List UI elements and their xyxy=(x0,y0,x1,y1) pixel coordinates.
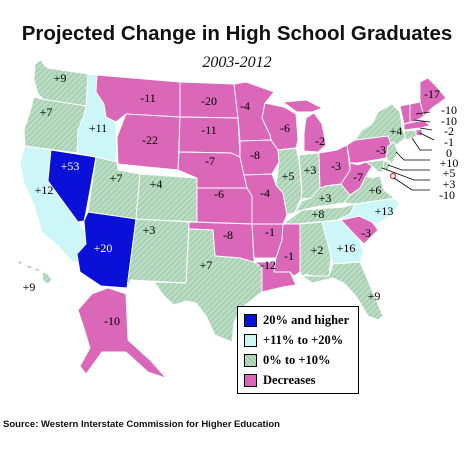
state-ct xyxy=(403,129,417,141)
legend-swatch-mid xyxy=(244,334,257,347)
state-co xyxy=(135,173,198,223)
state-value-ny: +4 xyxy=(390,124,403,138)
state-value-nj: +10 xyxy=(440,156,459,170)
map-title: Projected Change in High School Graduate… xyxy=(21,22,453,45)
state-value-ks: -6 xyxy=(214,187,224,201)
legend-swatch-high xyxy=(244,314,257,327)
state-value-me: -17 xyxy=(424,87,440,101)
state-value-ga: +16 xyxy=(337,241,356,255)
state-value-oh: -3 xyxy=(331,159,341,173)
legend-label-high: 20% and higher xyxy=(263,313,350,327)
state-value-mn: -4 xyxy=(240,99,250,113)
state-wy xyxy=(116,113,181,171)
legend-label-mid: +11% to +20% xyxy=(263,333,344,347)
state-il xyxy=(275,147,303,216)
state-value-nm: +3 xyxy=(143,223,156,237)
state-value-nd: -20 xyxy=(201,94,217,108)
state-fl xyxy=(301,261,384,321)
state-md xyxy=(357,159,385,173)
state-value-nh: -10 xyxy=(441,114,457,128)
state-value-la: -12 xyxy=(260,258,276,272)
state-ak xyxy=(77,287,167,379)
legend-label-low: 0% to +10% xyxy=(263,353,331,367)
state-or xyxy=(23,96,87,154)
state-value-va: +6 xyxy=(369,183,382,197)
legend-swatch-dec xyxy=(244,374,257,387)
legend-item-dec: Decreases xyxy=(244,373,356,389)
legend-label-dec: Decreases xyxy=(263,373,316,387)
state-ri xyxy=(415,128,423,137)
state-value-hi: +9 xyxy=(23,280,36,294)
state-value-ky: +3 xyxy=(319,191,332,205)
state-value-wy: -22 xyxy=(142,133,158,147)
state-nj xyxy=(385,141,399,165)
state-value-tx: +7 xyxy=(200,258,213,272)
state-value-nv: +53 xyxy=(61,159,80,173)
callout-leader-lines xyxy=(381,111,435,191)
state-value-al: +2 xyxy=(311,243,324,257)
legend-item-low: 0% to +10% xyxy=(244,353,356,369)
state-value-ut: +7 xyxy=(110,171,123,185)
state-value-or: +7 xyxy=(40,105,53,119)
state-value-sd: -11 xyxy=(201,123,217,137)
state-value-wv: -7 xyxy=(353,170,363,184)
map-subtitle: 2003-2012 xyxy=(202,54,272,71)
state-value-mo: -4 xyxy=(260,186,270,200)
state-value-nc: +13 xyxy=(375,204,394,218)
map-legend: 20% and higher +11% to +20% 0% to +10% D… xyxy=(237,306,359,394)
state-value-id: +11 xyxy=(89,121,107,135)
legend-item-high: 20% and higher xyxy=(244,313,356,329)
state-value-il: +5 xyxy=(282,169,295,183)
dc-marker xyxy=(389,172,397,180)
state-value-in: +3 xyxy=(304,163,317,177)
state-nh xyxy=(409,101,425,123)
state-value-ia: -8 xyxy=(250,148,260,162)
state-value-az: +20 xyxy=(94,241,113,255)
state-value-md: +3 xyxy=(443,177,456,191)
state-value-wa: +9 xyxy=(54,71,67,85)
state-value-ne: -7 xyxy=(205,154,215,168)
state-value-ok: -8 xyxy=(223,228,233,242)
state-value-de: +5 xyxy=(443,166,456,180)
state-ma xyxy=(403,119,431,131)
state-value-wi: -6 xyxy=(280,121,290,135)
state-mi xyxy=(282,99,327,153)
state-value-fl: +9 xyxy=(368,289,381,303)
state-value-ms: -1 xyxy=(284,249,294,263)
state-value-dc: -10 xyxy=(439,188,455,202)
state-value-ct: 0 xyxy=(446,146,452,160)
state-value-ma: -2 xyxy=(444,124,454,138)
state-hi xyxy=(17,260,53,285)
state-value-co: +4 xyxy=(150,177,163,191)
state-value-ca: +12 xyxy=(35,183,54,197)
legend-swatch-low xyxy=(244,354,257,367)
state-value-vt: -10 xyxy=(441,103,457,117)
legend-item-mid: +11% to +20% xyxy=(244,333,356,349)
state-value-mt: -11 xyxy=(140,91,156,105)
source-note: Source: Western Interstate Commission fo… xyxy=(3,419,280,430)
state-value-pa: -3 xyxy=(376,143,386,157)
state-ks xyxy=(196,187,253,225)
state-value-ak: -10 xyxy=(104,314,120,328)
state-ut xyxy=(87,156,141,220)
state-value-sc: -3 xyxy=(361,226,371,240)
state-nm xyxy=(126,218,190,289)
state-nc xyxy=(336,197,401,225)
state-value-ar: -1 xyxy=(265,225,275,239)
state-value-mi: -2 xyxy=(315,134,325,148)
state-value-tn: +8 xyxy=(312,207,325,221)
state-value-ri: -1 xyxy=(444,135,454,149)
state-tx xyxy=(153,228,263,343)
